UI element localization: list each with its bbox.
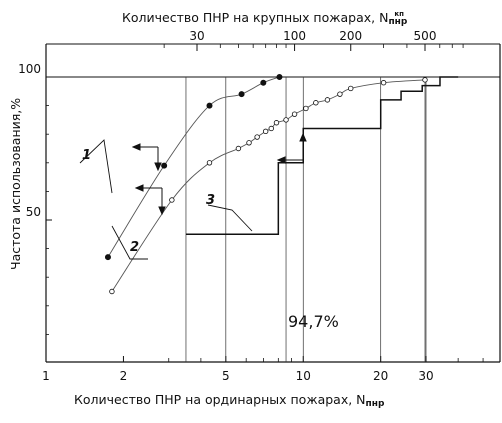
series-1-line [107,76,280,258]
arrow-2-down-head [158,206,166,216]
series-2-point [273,120,280,126]
series-3-step-line [185,76,459,236]
y-tick-label-50: 50 [26,205,41,219]
bottom-tick-label-20: 20 [373,369,388,383]
bottom-tick-label-1: 1 [42,369,50,383]
series-1-point [161,162,168,169]
arrow-2-head [134,184,144,192]
series-2-point [109,288,115,295]
curve-3-label: 3 [206,193,215,208]
series-2-line [111,79,426,292]
top-tick-label-100: 100 [283,29,306,43]
arrow-1-head [131,143,141,151]
bottom-tick-label-10: 10 [296,369,311,383]
series-group [104,74,459,295]
top-tick-label-500: 500 [414,29,437,43]
arrow-markers [131,132,307,216]
series-2-point [324,97,331,103]
series-2-point [206,160,213,166]
bottom-tick-label-30: 30 [418,369,433,383]
ticks: 1 2 5 10 20 30 30 100 200 500 50 100 [18,29,484,383]
series-1-point [238,91,245,98]
curve-1-label: 1 [82,148,91,163]
series-1-point [104,254,111,261]
series-2-point [246,140,252,146]
series-2-point [262,128,269,135]
series-2-point [313,100,319,106]
curve-2-leader [111,225,148,260]
arrow-1-down-head [154,162,162,172]
top-axis-title: Количество ПНР на крупных пожарах, Nпнрк… [122,10,408,27]
annotation-94-7: 94,7% [288,312,339,331]
series-1-point [260,79,267,86]
series-2-point [337,91,343,97]
series-2-point [169,197,175,203]
y-axis-title: Частота использования,% [8,98,23,270]
bottom-axis-title: Количество ПНР на ординарных пожарах, Nп… [74,392,385,409]
series-2-point [235,145,242,152]
y-tick-label-100: 100 [18,62,41,76]
arrow-3-up-head [299,132,307,142]
bottom-tick-label-2: 2 [120,369,128,383]
series-1-point [206,102,213,109]
grid [185,77,427,362]
curve-3-leader [207,204,253,232]
series-2-point [291,111,298,117]
series-2-point [303,105,309,112]
bottom-tick-label-5: 5 [222,369,230,383]
top-tick-label-200: 200 [339,29,362,43]
arrow-3-head [276,156,286,164]
series-2-point [268,125,274,132]
curve-2-label: 2 [130,240,139,255]
series-2-point [348,85,354,92]
series-2-point [380,80,387,86]
series-1-point [276,74,283,81]
series-2-point [283,117,289,123]
series-2-point [422,77,428,83]
series-2-point [254,134,260,140]
curve-1-leader [79,139,113,194]
top-tick-label-30: 30 [189,29,204,43]
